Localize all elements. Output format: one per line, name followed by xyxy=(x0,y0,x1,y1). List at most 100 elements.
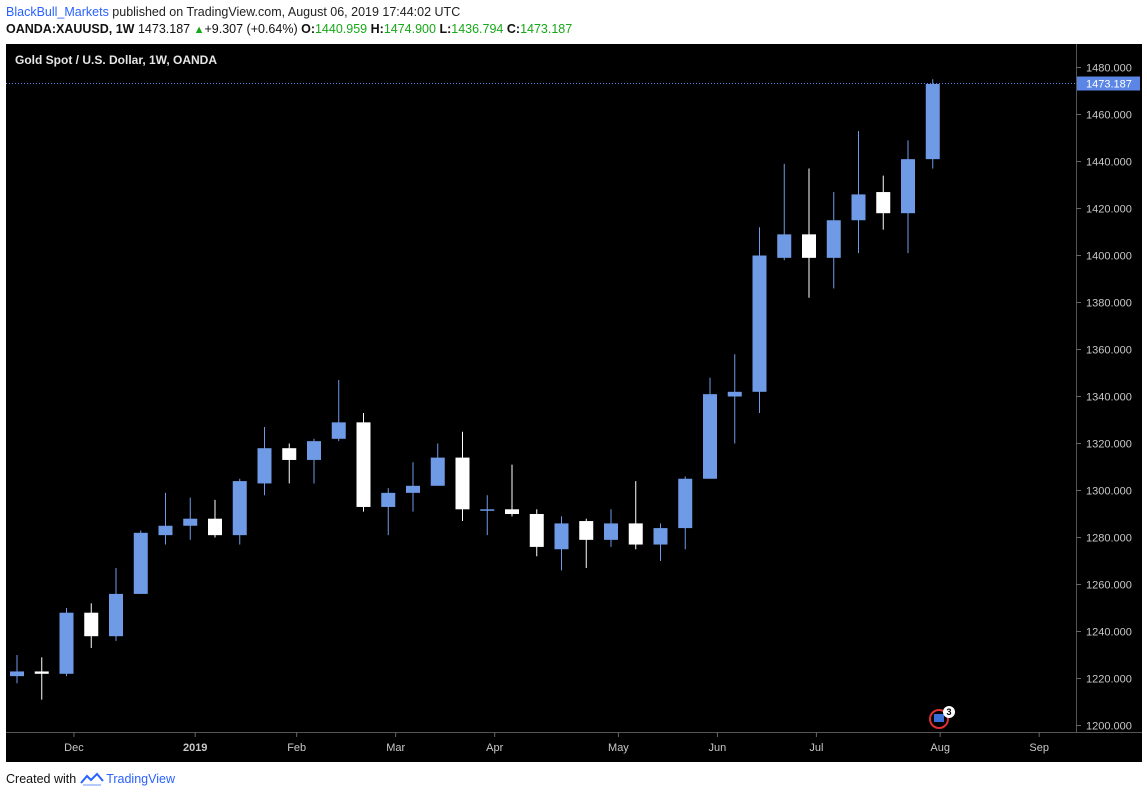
candle[interactable] xyxy=(59,608,74,677)
candle-body xyxy=(430,457,445,486)
candle[interactable] xyxy=(529,509,544,557)
last-price: 1473.187 xyxy=(137,22,191,36)
candle[interactable] xyxy=(876,175,891,230)
y-tick-label: 1420.000 xyxy=(1086,204,1132,216)
candle[interactable] xyxy=(406,462,420,512)
candle[interactable] xyxy=(901,140,915,254)
candle[interactable] xyxy=(208,499,222,538)
candle[interactable] xyxy=(282,443,297,484)
publish-info: BlackBull_Markets published on TradingVi… xyxy=(6,5,460,19)
y-tick-label: 1200.000 xyxy=(1086,721,1132,733)
candle-body xyxy=(802,234,816,258)
candle[interactable] xyxy=(777,163,792,261)
candle-body xyxy=(331,422,346,439)
price-axis[interactable]: 1200.000 1220.000 1240.000 1260.000 1280.000… xyxy=(1076,63,1132,733)
candle[interactable] xyxy=(604,509,618,547)
candle[interactable] xyxy=(579,518,594,569)
candle[interactable] xyxy=(34,657,49,700)
candle[interactable] xyxy=(183,497,198,540)
candle-body xyxy=(727,391,742,397)
tradingview-link[interactable]: TradingView xyxy=(106,772,175,786)
x-tick-label: Mar xyxy=(386,742,405,754)
symbol-label: OANDA:XAUUSD, 1W xyxy=(6,22,135,36)
candle[interactable] xyxy=(232,478,247,545)
candle[interactable] xyxy=(703,377,717,479)
candle-body xyxy=(232,481,247,536)
candle-body xyxy=(59,612,74,674)
candle-body xyxy=(84,612,99,637)
candle[interactable] xyxy=(307,438,321,484)
y-tick-label: 1300.000 xyxy=(1086,486,1132,498)
candle-body xyxy=(554,523,569,550)
candle[interactable] xyxy=(802,168,816,298)
candle[interactable] xyxy=(109,568,123,641)
candle-body xyxy=(752,255,767,392)
tradingview-logo-icon xyxy=(80,772,104,786)
candle[interactable] xyxy=(455,431,470,522)
candle-body xyxy=(826,220,841,258)
candle-body xyxy=(851,194,866,221)
high-value: 1474.900 xyxy=(383,22,436,36)
candle[interactable] xyxy=(356,412,371,512)
chart-title: Gold Spot / U.S. Dollar, 1W, OANDA xyxy=(15,53,217,67)
candle[interactable] xyxy=(505,464,519,517)
y-tick-label: 1320.000 xyxy=(1086,439,1132,451)
candlestick-chart[interactable]: Gold Spot / U.S. Dollar, 1W, OANDA 1200.… xyxy=(6,44,1142,762)
candle-body xyxy=(653,528,668,545)
price-change: +9.307 (+0.64%) xyxy=(204,22,298,36)
candle-body xyxy=(158,525,173,536)
published-text: published on TradingView.com, August 06,… xyxy=(108,5,461,19)
candle-body xyxy=(282,448,297,460)
candle[interactable] xyxy=(381,488,396,536)
x-tick-label: May xyxy=(608,742,629,754)
open-value: 1440.959 xyxy=(314,22,368,36)
candle[interactable] xyxy=(678,476,693,550)
x-tick-label: Jul xyxy=(809,742,823,754)
time-axis[interactable]: Dec 2019 Feb Mar Apr May Jun Jul Aug Sep xyxy=(64,732,1049,754)
candle[interactable] xyxy=(10,655,24,684)
candle[interactable] xyxy=(430,443,445,486)
candle-body xyxy=(925,83,940,160)
badge-count: 3 xyxy=(946,707,951,717)
close-label: C: xyxy=(506,22,521,36)
high-label: H: xyxy=(370,22,384,36)
candle[interactable] xyxy=(653,523,668,561)
candle[interactable] xyxy=(628,481,643,550)
candle[interactable] xyxy=(752,227,767,413)
chart-panel[interactable]: Gold Spot / U.S. Dollar, 1W, OANDA 1200.… xyxy=(6,44,1142,762)
created-with-text: Created with xyxy=(6,772,77,786)
last-price-tag xyxy=(1077,76,1140,91)
candle-body xyxy=(703,394,717,479)
candle[interactable] xyxy=(826,192,841,289)
event-badge[interactable]: 3 xyxy=(929,706,955,729)
candle[interactable] xyxy=(158,492,173,545)
candle-body xyxy=(208,518,222,536)
candle-body xyxy=(901,159,915,214)
x-tick-label: 2019 xyxy=(183,742,207,754)
candle[interactable] xyxy=(925,79,940,169)
candle[interactable] xyxy=(727,354,742,444)
candle-body xyxy=(10,671,24,677)
candle-body xyxy=(628,523,643,545)
y-tick-label: 1480.000 xyxy=(1086,63,1132,75)
candle[interactable] xyxy=(480,495,495,536)
x-tick-label: Sep xyxy=(1029,742,1049,754)
candle-body xyxy=(307,441,321,460)
candle[interactable] xyxy=(554,516,569,571)
last-price-tag-label: 1473.187 xyxy=(1086,79,1132,91)
low-value: 1436.794 xyxy=(451,22,504,36)
candle[interactable] xyxy=(257,427,272,496)
candle[interactable] xyxy=(331,380,346,442)
author-link[interactable]: BlackBull_Markets xyxy=(6,5,109,19)
close-value: 1473.187 xyxy=(520,22,573,36)
candle-body xyxy=(604,523,618,540)
candle[interactable] xyxy=(851,130,866,254)
candle[interactable] xyxy=(84,603,99,648)
candle-body xyxy=(455,457,470,510)
open-label: O: xyxy=(301,22,315,36)
candle-body xyxy=(505,509,519,514)
last-price-line: 1473.187 xyxy=(6,76,1140,91)
candle[interactable] xyxy=(133,530,148,594)
candle-body xyxy=(257,448,272,484)
x-tick-label: Apr xyxy=(486,742,503,754)
